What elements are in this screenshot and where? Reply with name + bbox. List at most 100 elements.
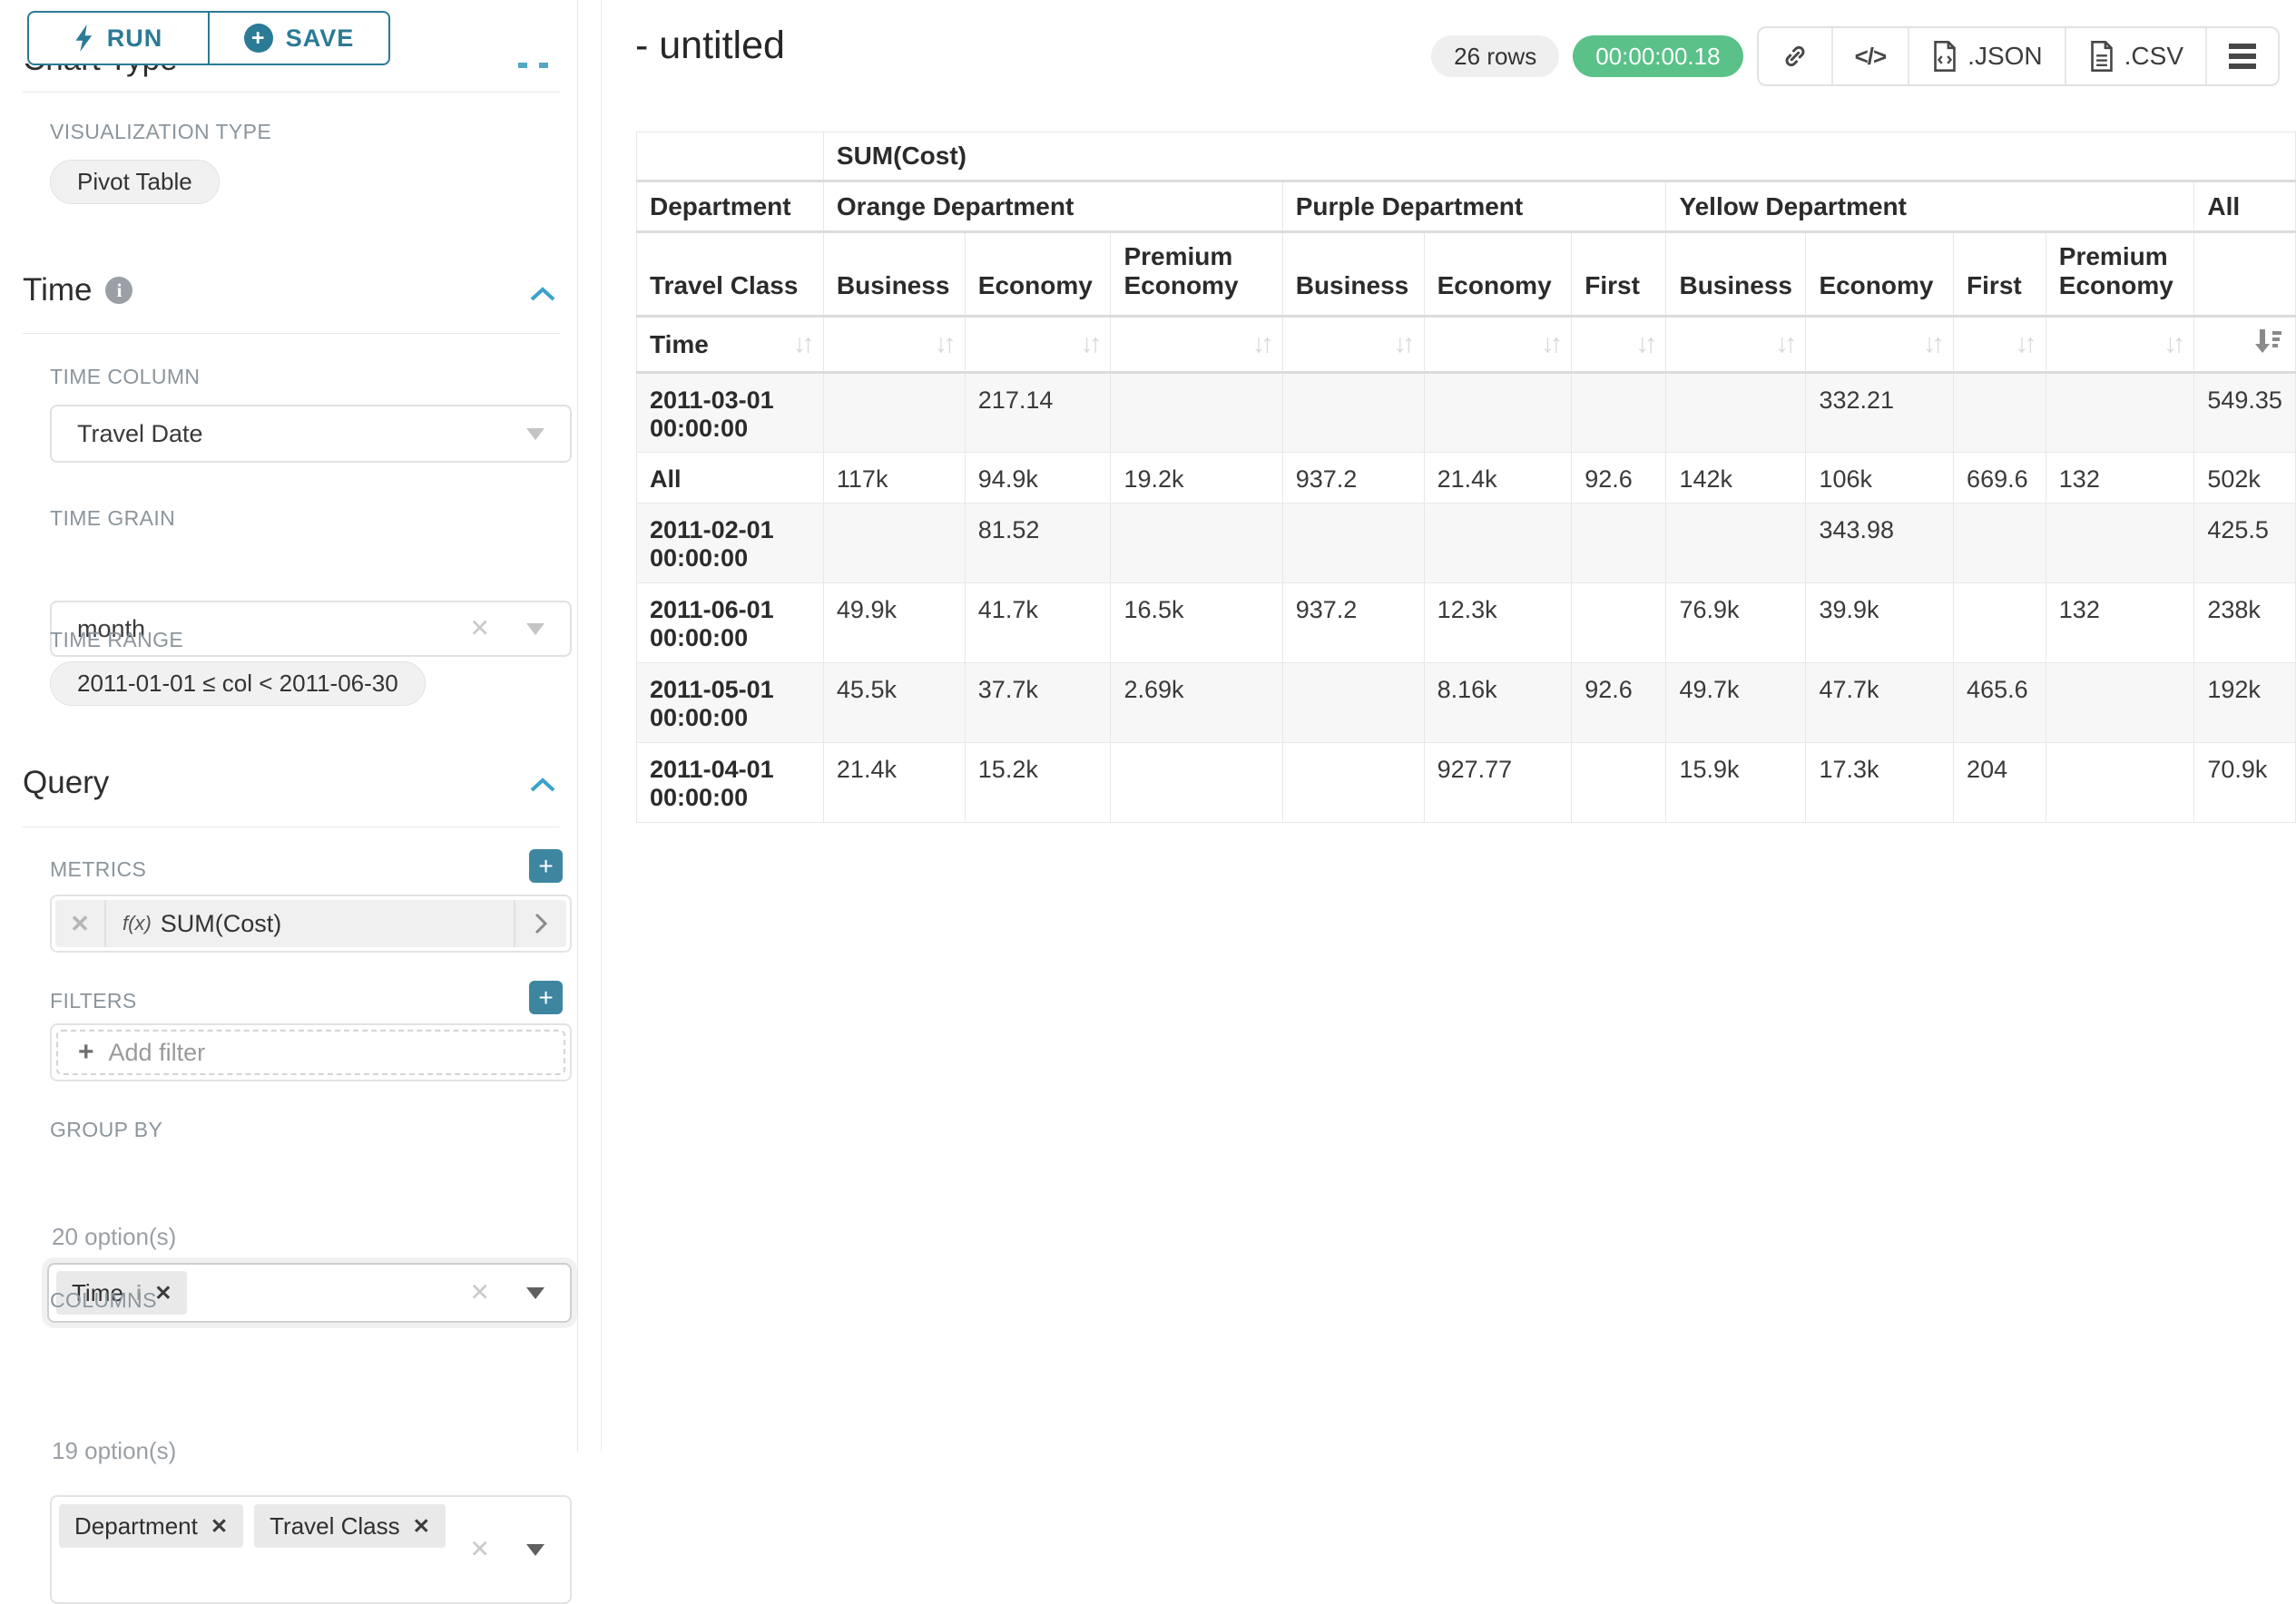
sort-toggle-icon[interactable]: ↓↑: [1080, 329, 1102, 358]
time-column-select[interactable]: Travel Date: [50, 405, 572, 463]
column-sort-header[interactable]: ↓↑: [1805, 316, 1955, 374]
group-by-select[interactable]: Time i ✕ ✕: [47, 1263, 572, 1323]
value-cell: 92.6: [1571, 452, 1667, 504]
value-cell: [1571, 503, 1667, 583]
sort-toggle-icon[interactable]: ↓↑: [2164, 329, 2185, 358]
value-cell: 12.3k: [1423, 582, 1573, 663]
corner-cell: [636, 132, 824, 182]
function-icon: f(x): [123, 912, 152, 934]
column-sort-header[interactable]: ↓↑: [2045, 316, 2195, 374]
column-sort-header[interactable]: ↓↑: [1665, 316, 1807, 374]
expand-metric-icon[interactable]: [514, 900, 566, 947]
sort-toggle-icon[interactable]: ↓↑: [1775, 329, 1797, 358]
clipped-section-icons: [518, 63, 548, 68]
department-header-row: Department Orange Department Purple Depart…: [636, 181, 2296, 233]
column-dimension-label: Travel Class: [636, 231, 824, 318]
columns-select[interactable]: Department ✕ Travel Class ✕ ✕: [50, 1495, 572, 1604]
more-options-button[interactable]: [2205, 28, 2278, 84]
time-range-pill[interactable]: 2011-01-01 ≤ col < 2011-06-30: [50, 661, 426, 706]
menu-icon: [2229, 44, 2256, 69]
sort-toggle-icon[interactable]: ↓↑: [792, 329, 815, 358]
value-cell: 106k: [1805, 452, 1955, 504]
column-sort-header[interactable]: ↓↑: [1110, 316, 1283, 374]
sort-toggle-icon[interactable]: ↓↑: [1923, 329, 1945, 358]
clear-icon[interactable]: ✕: [469, 614, 490, 642]
remove-tag-icon[interactable]: ✕: [210, 1513, 229, 1538]
value-cell: [2045, 662, 2195, 743]
add-filter-plus-button[interactable]: +: [529, 981, 563, 1014]
export-button-group: </> .JSON .CSV: [1756, 26, 2280, 86]
panel-divider[interactable]: [601, 0, 602, 1452]
travel-class-header: Economy: [964, 231, 1112, 318]
chart-title[interactable]: - untitled: [635, 24, 785, 67]
sort-toggle-icon[interactable]: ↓↑: [1251, 329, 1274, 358]
lightning-bolt-icon: [75, 24, 92, 52]
filters-label: FILTERS: [50, 989, 137, 1012]
info-icon: i: [135, 1280, 142, 1305]
clear-icon[interactable]: ✕: [469, 1535, 490, 1563]
visualization-type-pill[interactable]: Pivot Table: [50, 160, 220, 204]
column-sort-header[interactable]: ↓↑: [822, 316, 966, 374]
column-sort-header[interactable]: ↓↑: [964, 316, 1112, 374]
metrics-label: METRICS: [50, 857, 147, 881]
column-sort-header[interactable]: ↓↑: [1281, 316, 1425, 374]
filters-control: + Add filter: [50, 1023, 572, 1081]
run-button[interactable]: RUN: [27, 11, 210, 65]
column-sort-header[interactable]: ↓↑: [1423, 316, 1573, 374]
value-cell: 16.5k: [1110, 582, 1283, 663]
remove-tag-icon[interactable]: ✕: [154, 1280, 172, 1305]
save-button[interactable]: + SAVE: [208, 11, 390, 65]
column-sort-header[interactable]: [2193, 316, 2296, 374]
value-cell: 94.9k: [964, 452, 1112, 504]
value-cell: [1281, 503, 1425, 583]
time-grain-select[interactable]: month ✕: [50, 601, 572, 657]
value-cell: 343.98: [1805, 503, 1955, 583]
export-csv-button[interactable]: .CSV: [2064, 28, 2205, 84]
export-json-button[interactable]: .JSON: [1908, 28, 2064, 84]
travel-class-header: Business: [1281, 231, 1425, 318]
sort-toggle-icon[interactable]: ↓↑: [1393, 329, 1416, 358]
copy-link-button[interactable]: [1759, 28, 1831, 84]
value-cell: 217.14: [964, 372, 1112, 453]
query-timer-badge: 00:00:00.18: [1573, 35, 1743, 77]
value-cell: 92.6: [1571, 662, 1667, 743]
add-filter-button[interactable]: + Add filter: [56, 1030, 565, 1075]
sort-toggle-icon[interactable]: ↓↑: [934, 329, 957, 358]
sort-descending-active-icon[interactable]: [2253, 327, 2282, 362]
remove-metric-icon[interactable]: ✕: [55, 900, 106, 947]
row-dimension-header[interactable]: Time ↓↑: [636, 316, 824, 374]
value-cell: 81.52: [964, 503, 1112, 583]
csv-file-icon: [2090, 41, 2113, 72]
collapse-chevron-icon[interactable]: [529, 777, 556, 793]
table-row: 2011-06-01 00:00:00 49.9k 41.7k 16.5k 937.2 1…: [636, 582, 2296, 663]
department-group-header: Yellow Department: [1665, 181, 2195, 233]
value-cell: 15.9k: [1665, 742, 1807, 823]
remove-tag-icon[interactable]: ✕: [412, 1513, 430, 1538]
column-sort-header[interactable]: ↓↑: [1571, 316, 1667, 374]
add-metric-button[interactable]: +: [529, 849, 563, 883]
table-row: All 117k 94.9k 19.2k 937.2 21.4k 92.6 142k 106k 6…: [636, 452, 2296, 504]
metric-header-cell: SUM(Cost): [822, 132, 2296, 182]
chevron-down-icon: [526, 623, 545, 635]
value-cell: [822, 503, 966, 583]
value-cell: 204: [1953, 742, 2046, 823]
travel-class-header: Business: [822, 231, 966, 318]
value-cell: [2045, 372, 2195, 453]
sort-toggle-icon[interactable]: ↓↑: [1635, 329, 1657, 358]
embed-code-button[interactable]: </>: [1830, 28, 1908, 84]
clear-icon[interactable]: ✕: [469, 1278, 490, 1306]
travel-class-header: Premium Economy: [1110, 231, 1283, 318]
table-row: 2011-03-01 00:00:00 217.14 332.21 549.35: [636, 372, 2296, 453]
value-cell: [2045, 742, 2195, 823]
value-cell: [1665, 503, 1807, 583]
value-cell: [1423, 372, 1573, 453]
sort-toggle-icon[interactable]: ↓↑: [1541, 329, 1563, 358]
metric-pill[interactable]: ✕ f(x) SUM(Cost): [55, 900, 566, 947]
group-by-label: GROUP BY: [50, 1118, 163, 1141]
column-sort-header[interactable]: ↓↑: [1953, 316, 2046, 374]
collapse-chevron-icon[interactable]: [529, 286, 556, 302]
value-cell: 549.35: [2193, 372, 2296, 453]
sort-toggle-icon[interactable]: ↓↑: [2015, 329, 2037, 358]
run-save-button-group: RUN + SAVE: [27, 11, 390, 65]
metric-name: SUM(Cost): [160, 909, 282, 937]
